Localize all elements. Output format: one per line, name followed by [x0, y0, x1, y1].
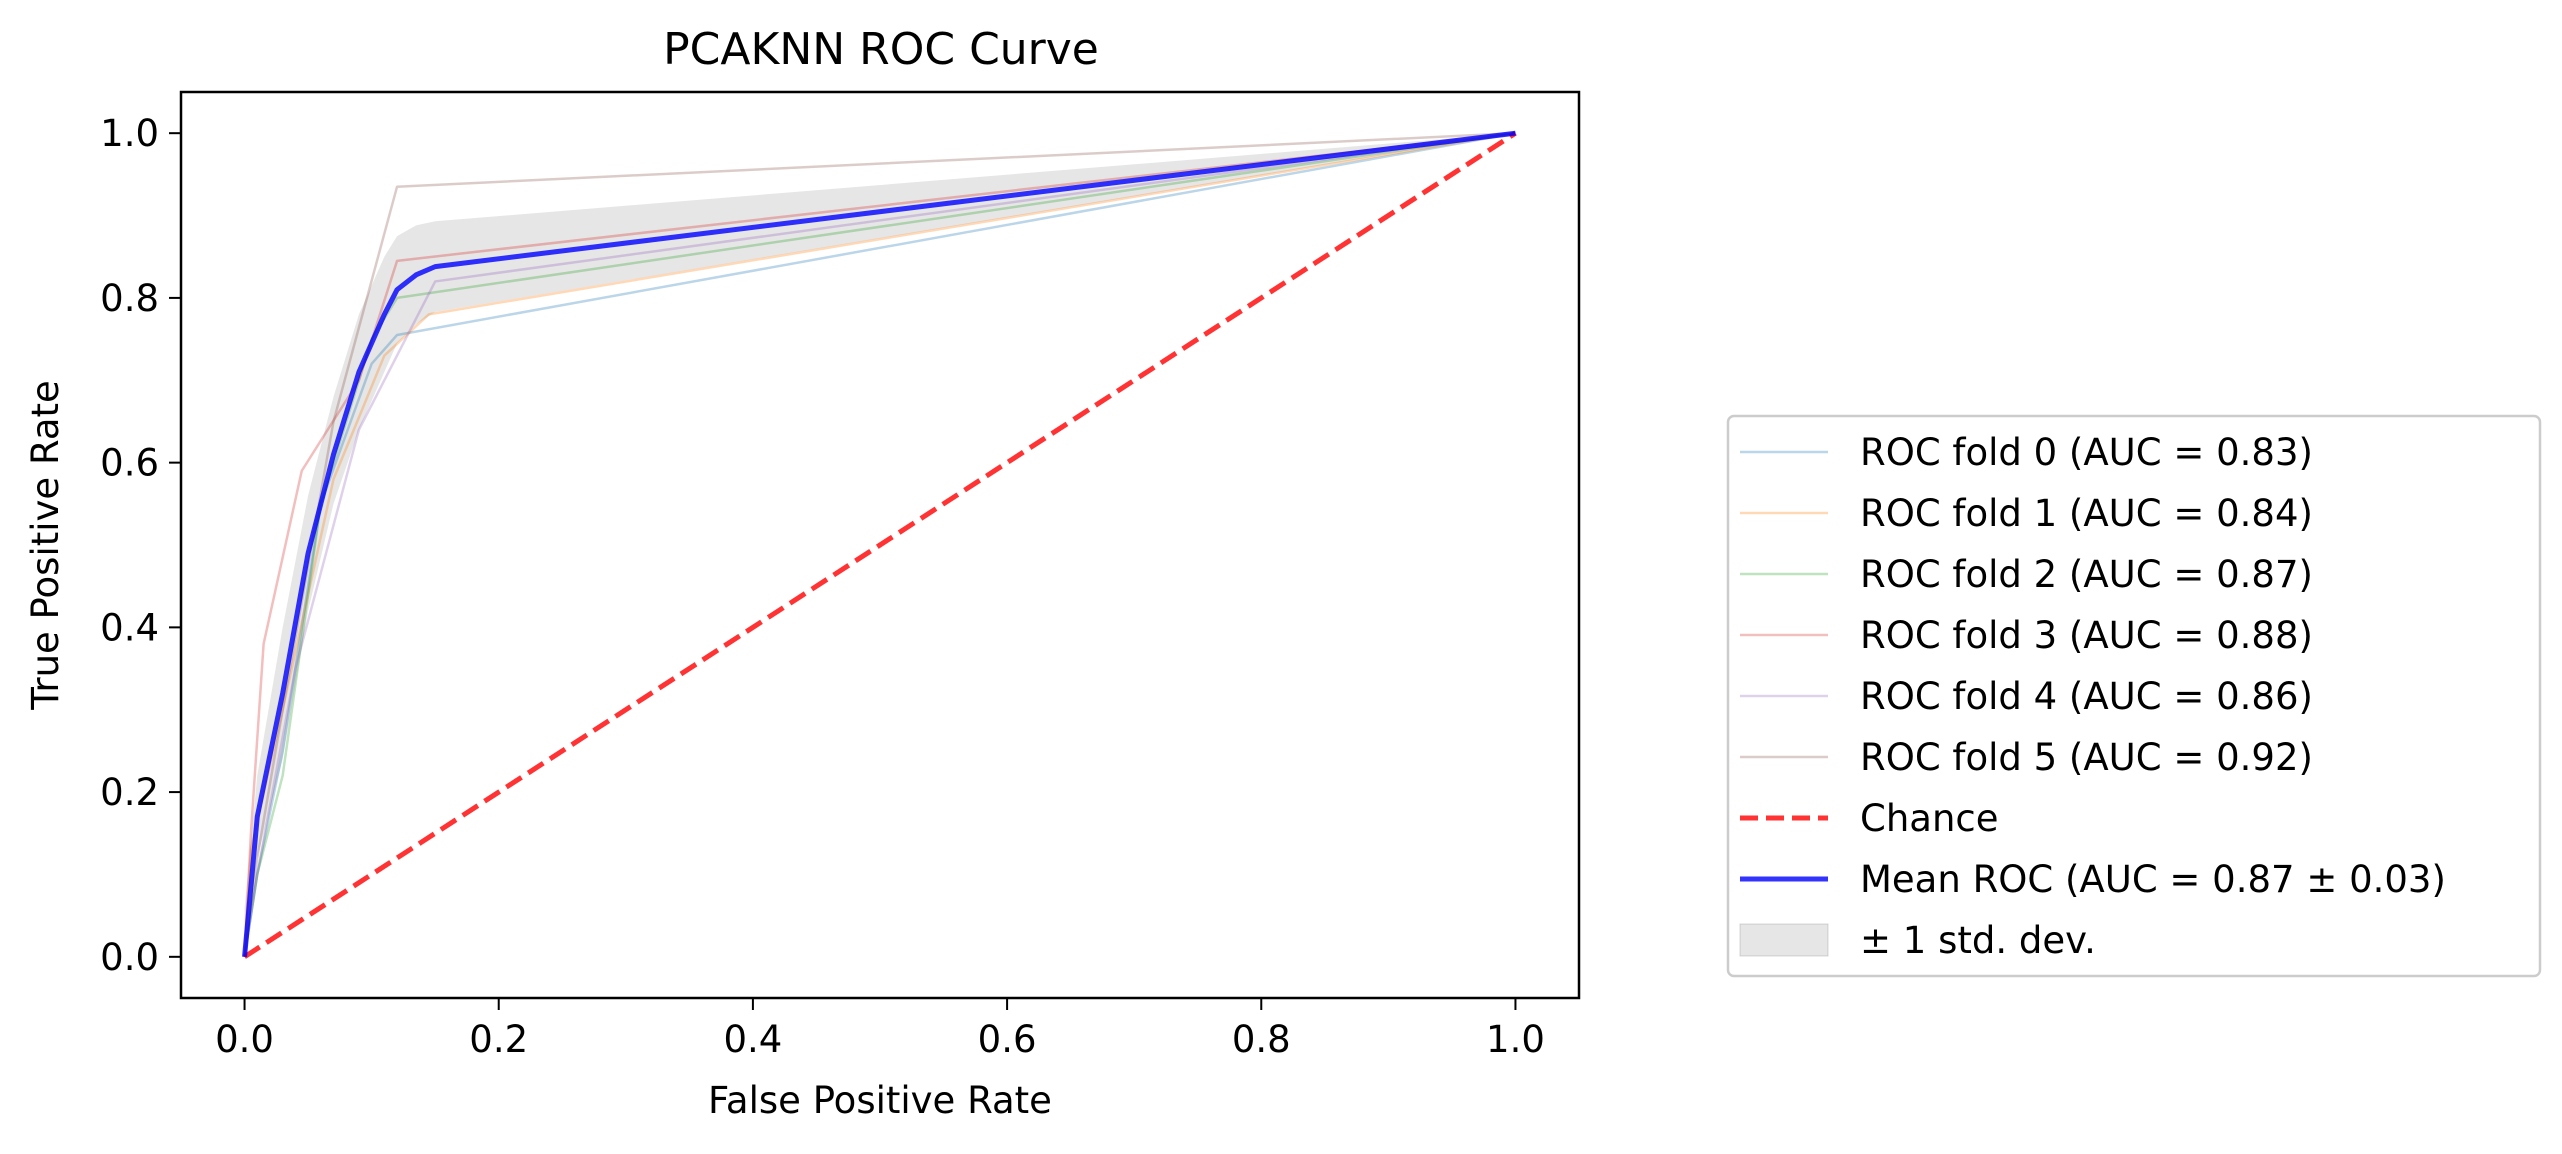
legend-frame: [1726, 414, 2542, 978]
series-line-1: [243, 131, 1516, 957]
legend-label: Mean ROC (AUC = 0.87 ± 0.03): [1860, 858, 2446, 901]
x-tick-label: 1.0: [1486, 1018, 1545, 1061]
x-tick-label: 0.6: [978, 1018, 1037, 1061]
legend-label: ROC fold 1 (AUC = 0.84): [1860, 492, 2313, 535]
y-axis-label: True Positive Rate: [24, 380, 67, 711]
y-tick-label: 0.8: [100, 277, 159, 320]
chart-title: PCAKNN ROC Curve: [663, 24, 1099, 75]
x-axis: 0.0 0.2 0.4 0.6 0.8 1.0: [215, 998, 1545, 1061]
y-tick-label: 0.6: [100, 442, 159, 485]
legend-label: ROC fold 4 (AUC = 0.86): [1860, 675, 2313, 718]
y-axis: 0.0 0.2 0.4 0.6 0.8 1.0: [100, 112, 181, 979]
legend-label: ROC fold 5 (AUC = 0.92): [1860, 736, 2313, 779]
series-line-7: [242, 130, 1516, 958]
legend-label: ± 1 std. dev.: [1860, 919, 2096, 962]
series-line-3: [243, 131, 1516, 957]
series-line-6: [243, 131, 1517, 959]
y-tick-label: 0.2: [100, 771, 159, 814]
x-axis-label: False Positive Rate: [708, 1079, 1052, 1122]
x-tick-label: 0.4: [723, 1018, 782, 1061]
x-tick-label: 0.0: [215, 1018, 274, 1061]
legend-label: ROC fold 0 (AUC = 0.83): [1860, 431, 2313, 474]
y-tick-label: 0.0: [100, 936, 159, 979]
plot-frame: [179, 90, 1581, 1000]
x-tick-label: 0.8: [1232, 1018, 1291, 1061]
plot-area: [242, 130, 1517, 959]
legend-label: ROC fold 2 (AUC = 0.87): [1860, 553, 2313, 596]
y-tick-label: 1.0: [100, 112, 159, 155]
x-tick-label: 0.2: [469, 1018, 528, 1061]
legend-label: ROC fold 3 (AUC = 0.88): [1860, 614, 2313, 657]
y-tick-label: 0.4: [100, 606, 159, 649]
series-line-4: [243, 131, 1516, 958]
legend-swatch-band: [1739, 923, 1829, 957]
legend: ROC fold 0 (AUC = 0.83) ROC fold 1 (AUC =…: [1726, 414, 2542, 978]
legend-label: Chance: [1860, 797, 1999, 840]
